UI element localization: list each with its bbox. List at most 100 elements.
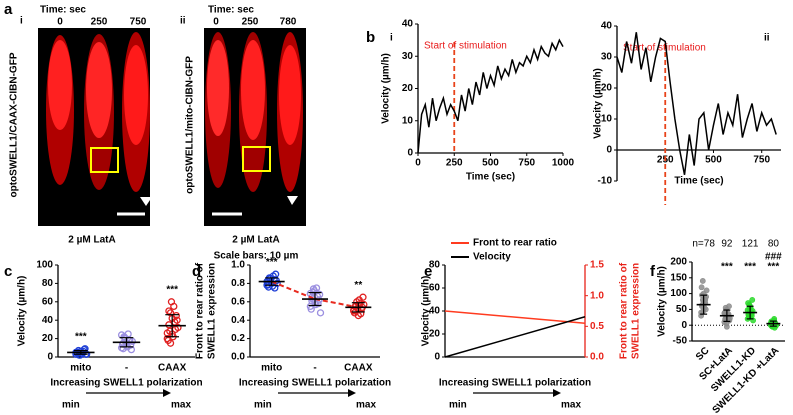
significance: ***	[744, 262, 756, 273]
y-tick-label: -50	[673, 336, 688, 347]
panel-letter: f	[650, 263, 656, 280]
y-tick-label: 200	[670, 257, 687, 268]
treatment: 2 µM LatA	[232, 235, 279, 246]
velocity-line	[616, 32, 777, 175]
arrow-head	[163, 389, 171, 397]
y-tick-label: 10	[402, 115, 414, 126]
significance: ***	[166, 284, 178, 295]
x-axis-label: Increasing SWELL1 polarization	[50, 378, 202, 389]
construct-label: optoSWELL1/mito-CIBN-GFP	[185, 56, 196, 194]
panel-sub: ii	[764, 33, 770, 44]
x-min-label: min	[254, 400, 272, 411]
y-tick-label: 40	[42, 315, 54, 326]
data-point	[354, 304, 362, 312]
y-tick-label: 0.6	[231, 296, 245, 307]
y-tick-label: 0	[606, 145, 612, 156]
y-tick-label: 20	[42, 333, 54, 344]
y-tick-label: 100	[670, 288, 687, 299]
x-tick-label: 750	[518, 158, 535, 169]
data-point	[166, 339, 175, 347]
x-axis-label: Time (sec)	[466, 172, 515, 183]
n-label: 92	[721, 239, 733, 250]
x-min-label: min	[62, 400, 80, 411]
stimulation-label: Start of stimulation	[424, 41, 507, 52]
data-point	[703, 287, 710, 294]
data-point	[698, 284, 705, 291]
data-point	[119, 345, 127, 353]
y-tick-label: 50	[676, 304, 688, 315]
y2-tick-label: 1.5	[590, 260, 604, 271]
time-label: Time: sec	[208, 5, 254, 16]
x-tick-label: 500	[705, 155, 722, 166]
y-tick-label: 0.2	[231, 333, 245, 344]
x-max-label: max	[171, 400, 191, 411]
data-point	[163, 329, 171, 337]
time-label: Time: sec	[40, 5, 86, 16]
panel-letter: a	[4, 1, 13, 18]
x-tick-label: 250	[446, 158, 463, 169]
x-tick-label: CAAX	[158, 363, 187, 374]
x-tick-label: 0	[415, 158, 421, 169]
y-tick-label: 80	[42, 278, 54, 289]
x-tick-label: 750	[753, 155, 770, 166]
y-tick-label: 80	[429, 260, 441, 271]
image-label: i	[20, 16, 23, 27]
significance: ***	[721, 262, 733, 273]
y-tick-label: 0	[407, 148, 413, 159]
data-point	[316, 309, 325, 317]
n-label: 121	[742, 239, 759, 250]
significance: ###	[765, 252, 782, 263]
x-tick-label: 500	[482, 158, 499, 169]
y-tick-label: 0.8	[231, 278, 245, 289]
data-point	[174, 323, 182, 332]
series-line	[444, 316, 586, 358]
x-max-label: max	[356, 400, 376, 411]
time: 0	[57, 17, 63, 28]
panel-letter: b	[366, 29, 375, 46]
y2-tick-label: 1.0	[590, 290, 604, 301]
data-point	[749, 297, 756, 303]
panel-letter: d	[192, 263, 201, 280]
micrograph	[38, 28, 152, 226]
x-tick-label: mito	[70, 363, 91, 374]
data-point	[309, 285, 318, 293]
micrograph	[204, 28, 306, 226]
x-tick-label: -	[313, 363, 316, 374]
significance: ***	[266, 257, 278, 268]
scale-note: Scale bars: 10 µm	[214, 251, 299, 262]
mean-connector	[314, 298, 359, 309]
y-tick-label: 30	[402, 51, 414, 62]
y2-axis-label: SWELL1 expression	[631, 263, 642, 359]
y-tick-label: 60	[429, 283, 441, 294]
y-tick-label: 30	[601, 52, 613, 63]
velocity-line	[417, 38, 564, 154]
legend-label: Velocity	[473, 252, 511, 263]
y-axis-label: Velocity (µm/h)	[593, 68, 604, 139]
significance: **	[354, 280, 362, 291]
y-tick-label: 0.0	[231, 352, 245, 363]
y-tick-label: 40	[601, 21, 613, 32]
x-tick-label: CAAX	[344, 363, 373, 374]
x-axis-label: Time (sec)	[674, 176, 723, 187]
treatment: 2 µM LatA	[68, 235, 115, 246]
panel-letter: c	[4, 263, 12, 280]
data-point	[726, 303, 732, 310]
y-tick-label: 20	[429, 329, 441, 340]
y-tick-label: 0	[47, 352, 53, 363]
x-axis-label: Increasing SWELL1 polarization	[239, 378, 391, 389]
time: 780	[280, 17, 297, 28]
data-point	[307, 305, 315, 313]
significance: ***	[75, 331, 87, 342]
y-tick-label: 20	[601, 83, 613, 94]
y-tick-label: 20	[402, 83, 414, 94]
legend-label: Front to rear ratio	[473, 238, 557, 249]
significance: ***	[768, 262, 780, 273]
data-point	[271, 270, 280, 278]
panel-letter: e	[424, 263, 432, 280]
x-tick-label: 1000	[552, 158, 575, 169]
y2-axis-label: Front to rear ratio of	[619, 262, 630, 359]
y-tick-label: 0	[434, 352, 440, 363]
x-axis-label: Increasing SWELL1 polarization	[439, 378, 591, 389]
x-tick-label: SC	[694, 345, 712, 363]
